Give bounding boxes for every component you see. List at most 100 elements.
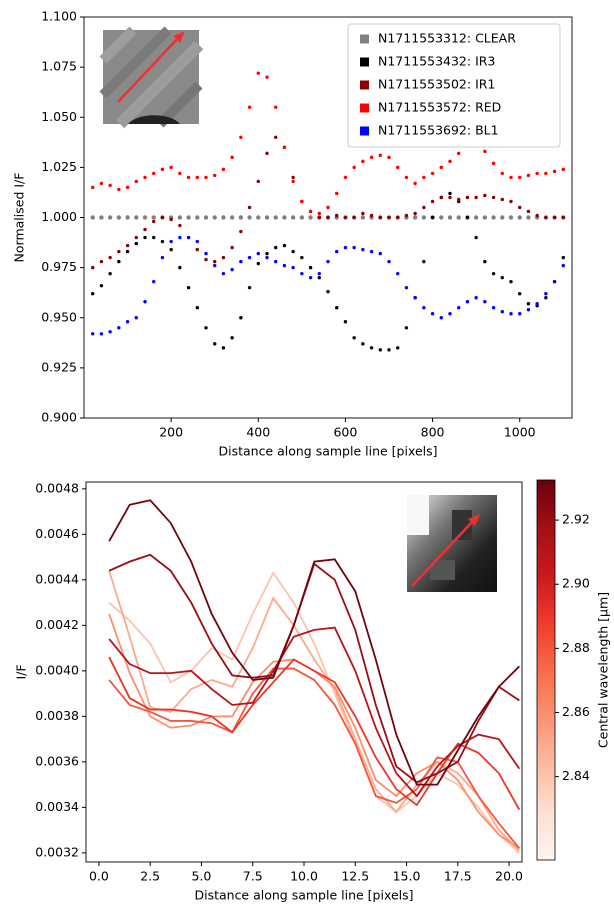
data-point bbox=[508, 215, 514, 220]
data-point bbox=[186, 215, 191, 220]
data-point bbox=[160, 215, 165, 220]
data-point bbox=[369, 213, 374, 218]
data-point bbox=[473, 215, 479, 220]
data-point bbox=[256, 261, 260, 266]
data-point bbox=[430, 215, 435, 220]
data-point bbox=[239, 316, 243, 320]
data-point bbox=[108, 330, 112, 334]
y-axis-label: Normalised I/F bbox=[12, 173, 27, 263]
data-point bbox=[186, 235, 191, 240]
data-point bbox=[160, 167, 165, 172]
data-point bbox=[256, 179, 260, 184]
data-point bbox=[125, 249, 130, 254]
data-point bbox=[518, 205, 522, 210]
data-point bbox=[457, 197, 461, 202]
data-point bbox=[552, 279, 557, 284]
data-point bbox=[526, 215, 531, 220]
data-point bbox=[369, 346, 374, 350]
legend-marker bbox=[360, 103, 369, 113]
insets bbox=[99, 26, 497, 592]
chart: 200 400 600 800 1000 0.900 0.925 0.950 0.975 1.00… bbox=[12, 9, 573, 459]
data-point bbox=[274, 105, 278, 109]
y-tick-label: 0.0046 bbox=[35, 526, 79, 541]
data-point bbox=[169, 217, 173, 222]
legend-label: N1711553572: RED bbox=[378, 100, 501, 115]
data-point bbox=[448, 191, 452, 196]
data-point bbox=[378, 251, 382, 256]
y-tick-label: 1.050 bbox=[41, 109, 77, 124]
inset-image-bottom bbox=[407, 495, 497, 592]
x-axis-label: Distance along sample line [pixels] bbox=[194, 888, 413, 903]
data-point bbox=[151, 215, 156, 220]
y-tick-label: 1.000 bbox=[41, 209, 77, 224]
data-point bbox=[430, 312, 435, 316]
data-point bbox=[99, 259, 104, 264]
y-tick-label: 0.0032 bbox=[35, 844, 79, 859]
x-tick-label: 200 bbox=[159, 425, 183, 440]
legend-marker bbox=[360, 126, 369, 136]
data-point bbox=[274, 245, 278, 250]
data-point bbox=[413, 181, 417, 186]
data-point bbox=[439, 316, 443, 320]
data-point bbox=[387, 155, 391, 160]
data-point bbox=[221, 167, 226, 172]
data-point bbox=[352, 215, 356, 220]
data-point bbox=[561, 215, 565, 220]
y-tick-label: 0.0040 bbox=[35, 662, 79, 677]
data-point bbox=[404, 285, 409, 290]
data-point bbox=[412, 215, 418, 220]
data-point bbox=[204, 175, 208, 180]
data-point bbox=[265, 75, 269, 79]
data-point bbox=[247, 285, 252, 290]
data-point bbox=[134, 316, 138, 320]
data-point bbox=[317, 211, 321, 216]
data-point bbox=[552, 215, 557, 220]
data-point bbox=[457, 306, 461, 310]
data-point bbox=[264, 215, 270, 220]
data-point bbox=[282, 215, 287, 220]
x-tick-label: 2.5 bbox=[140, 869, 160, 884]
data-point bbox=[256, 71, 260, 75]
data-point bbox=[99, 332, 104, 336]
data-point bbox=[134, 241, 138, 246]
data-point bbox=[160, 239, 165, 244]
data-point bbox=[213, 342, 217, 346]
data-point bbox=[117, 259, 121, 264]
data-point bbox=[247, 105, 252, 109]
data-point bbox=[143, 227, 147, 232]
data-point bbox=[300, 199, 304, 204]
y-tick-label: 1.100 bbox=[41, 9, 77, 24]
data-point bbox=[274, 259, 278, 264]
data-point bbox=[99, 215, 104, 220]
data-point bbox=[509, 175, 513, 180]
data-point bbox=[518, 291, 522, 296]
data-point bbox=[500, 275, 504, 280]
data-point bbox=[361, 247, 365, 252]
data-point bbox=[491, 195, 496, 200]
x-tick-label: 5.0 bbox=[192, 869, 212, 884]
data-point bbox=[117, 187, 121, 192]
y-tick-label: 1.025 bbox=[41, 159, 77, 174]
data-point bbox=[273, 215, 278, 220]
data-point bbox=[177, 215, 183, 220]
data-point bbox=[256, 251, 260, 256]
data-line bbox=[108, 570, 520, 852]
data-point bbox=[317, 275, 321, 280]
data-point bbox=[108, 183, 112, 188]
data-point bbox=[230, 245, 234, 250]
data-point bbox=[343, 215, 348, 220]
data-point bbox=[526, 209, 531, 214]
data-point bbox=[247, 205, 252, 210]
data-point bbox=[247, 215, 252, 220]
y-tick-label: 0.0042 bbox=[35, 617, 79, 632]
y-tick-label: 0.0048 bbox=[35, 480, 79, 495]
data-line bbox=[108, 626, 521, 798]
data-point bbox=[317, 271, 321, 276]
data-point bbox=[352, 336, 356, 340]
data-point bbox=[335, 306, 339, 310]
data-line bbox=[108, 571, 520, 854]
data-point bbox=[509, 199, 513, 204]
x-tick-label: 1000 bbox=[504, 425, 536, 440]
x-axis-label: Distance along sample line [pixels] bbox=[218, 444, 437, 459]
